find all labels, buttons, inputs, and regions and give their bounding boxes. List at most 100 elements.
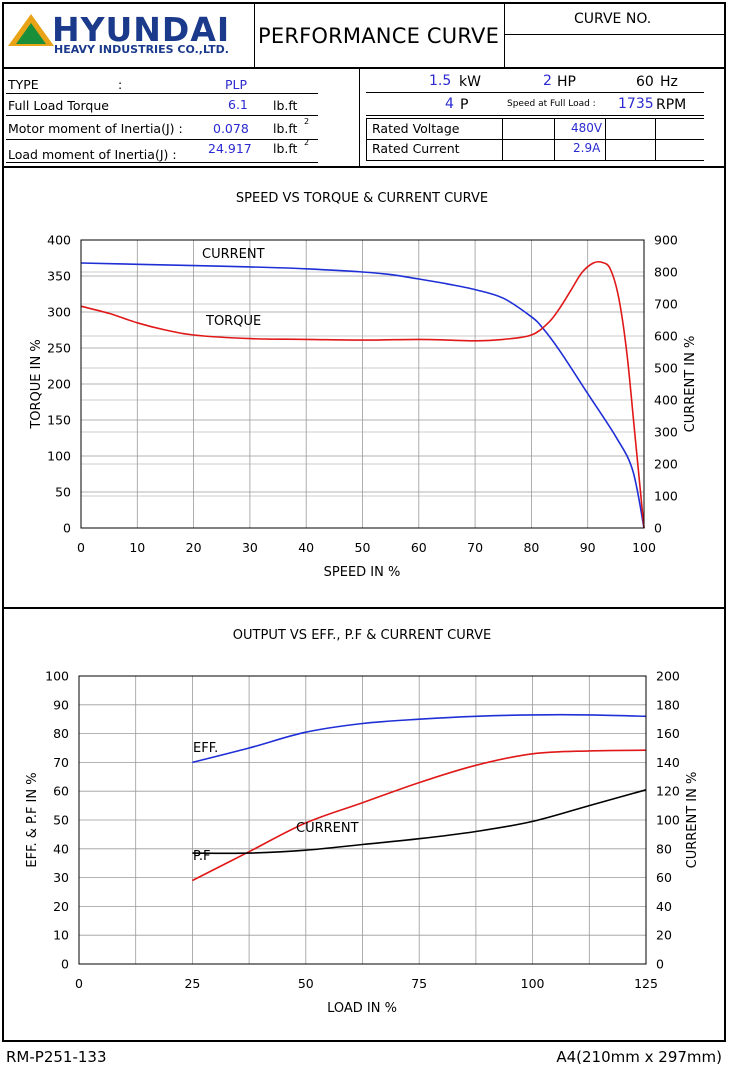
y2-tick-label: 100 xyxy=(656,813,680,828)
rating-rule xyxy=(366,118,704,119)
section-divider xyxy=(4,607,724,609)
full-load-torque-unit: lb.ft xyxy=(273,98,298,113)
y2-tick-label: 120 xyxy=(656,784,680,799)
y2-tick-label: 60 xyxy=(656,870,672,885)
y2-tick-label: 140 xyxy=(656,755,680,770)
plot-area-border xyxy=(80,239,645,529)
full-load-torque-value: 6.1 xyxy=(228,97,248,112)
hp-value: 2 xyxy=(543,73,552,89)
y-axis-label: TORQUE IN % xyxy=(29,339,44,429)
y2-tick-label: 180 xyxy=(656,697,680,712)
motor-inertia-unit: lb.ft xyxy=(273,121,298,136)
spec-divider xyxy=(359,68,360,167)
y2-tick-label: 900 xyxy=(654,233,678,248)
brand-name: HYUNDAI xyxy=(52,10,231,49)
y2-tick-label: 0 xyxy=(656,957,664,972)
type-label: TYPE xyxy=(8,77,39,92)
spec-rule xyxy=(6,115,318,116)
tick-labels: 0 10 20 30 40 50 60 70 80 90 100 0 50 100 150 200 250 300… xyxy=(47,233,678,556)
output-eff-pf-current-chart: OUTPUT VS EFF., P.F & CURRENT CURVE 0 25 5… xyxy=(25,628,700,1016)
x-tick-label: 25 xyxy=(184,976,200,991)
y-tick-label: 70 xyxy=(53,755,69,770)
x-tick-label: 100 xyxy=(521,976,545,991)
y-tick-label: 10 xyxy=(53,928,69,943)
x-tick-label: 50 xyxy=(355,540,371,555)
y-tick-label: 100 xyxy=(47,449,71,464)
x-axis-label: LOAD IN % xyxy=(327,1001,397,1016)
x-tick-label: 75 xyxy=(411,976,427,991)
series-line-eff xyxy=(192,713,647,764)
y-tick-label: 400 xyxy=(47,233,71,248)
speed-value: 1735 xyxy=(618,96,654,112)
hz-value: 60 xyxy=(636,74,654,90)
plot-area-border xyxy=(78,675,647,965)
curve-no-label: CURVE NO. xyxy=(574,11,652,27)
spec-rule xyxy=(6,139,318,140)
poles-unit: P xyxy=(460,97,469,113)
y2-axis-label: CURRENT IN % xyxy=(683,336,698,433)
y-tick-label: 50 xyxy=(55,485,71,500)
poles-value: 4 xyxy=(445,96,454,112)
y2-tick-label: 100 xyxy=(654,489,678,504)
series-line-current xyxy=(80,262,645,529)
x-axis-label: SPEED IN % xyxy=(324,565,401,580)
speed-label: Speed at Full Load : xyxy=(507,99,596,109)
x-tick-label: 60 xyxy=(411,540,427,555)
speed-torque-current-chart: SPEED VS TORQUE & CURRENT CURVE 0 10 20 30 4… xyxy=(29,191,698,580)
annotation-eff: EFF. xyxy=(193,741,218,756)
y-tick-label: 20 xyxy=(53,899,69,914)
y-tick-label: 80 xyxy=(53,726,69,741)
y-tick-label: 100 xyxy=(45,669,69,684)
series-line-pf xyxy=(192,789,647,855)
y-tick-label: 150 xyxy=(47,413,71,428)
y-tick-label: 90 xyxy=(53,697,69,712)
y2-tick-label: 300 xyxy=(654,425,678,440)
chart-series xyxy=(192,713,647,882)
rated-current-label: Rated Current xyxy=(372,141,460,156)
y-tick-label: 0 xyxy=(63,521,71,536)
tick-labels: 0 25 50 75 100 125 0 10 20 30 40 50 60 70 80 90 100 0 20 40… xyxy=(45,669,680,992)
paper-size: A4(210mm x 297mm) xyxy=(556,1048,722,1066)
x-tick-label: 90 xyxy=(580,540,596,555)
y-axis-label: EFF. & P.F IN % xyxy=(25,772,40,867)
y2-tick-label: 800 xyxy=(654,265,678,280)
y2-axis-label: CURRENT IN % xyxy=(685,772,700,869)
hp-unit: HP xyxy=(557,74,576,90)
y2-tick-label: 700 xyxy=(654,297,678,312)
annotation-current: CURRENT xyxy=(296,821,359,836)
y2-tick-label: 20 xyxy=(656,928,672,943)
x-tick-label: 20 xyxy=(186,540,202,555)
x-tick-label: 100 xyxy=(632,540,656,555)
y-tick-label: 50 xyxy=(53,813,69,828)
hz-unit: Hz xyxy=(660,74,678,90)
y2-tick-label: 400 xyxy=(654,393,678,408)
type-colon: : xyxy=(118,77,123,92)
speed-unit: RPM xyxy=(656,97,687,113)
kw-value: 1.5 xyxy=(429,73,452,89)
x-tick-label: 10 xyxy=(129,540,145,555)
datasheet-frame xyxy=(2,2,726,1042)
chart-title: SPEED VS TORQUE & CURRENT CURVE xyxy=(236,191,488,206)
motor-inertia-label: Motor moment of Inertia(J) : xyxy=(8,121,183,136)
y2-tick-label: 600 xyxy=(654,329,678,344)
y-tick-label: 350 xyxy=(47,269,71,284)
spec-bottom-rule xyxy=(4,166,724,168)
load-inertia-label: Load moment of Inertia(J) : xyxy=(8,147,177,162)
kw-unit: kW xyxy=(459,74,481,90)
rating-rule xyxy=(366,92,704,93)
y2-tick-label: 200 xyxy=(654,457,678,472)
rated-voltage-value: 480V xyxy=(571,121,603,135)
spec-rule xyxy=(6,93,318,94)
series-line-current xyxy=(192,749,647,882)
x-tick-label: 125 xyxy=(634,976,658,991)
y-tick-label: 40 xyxy=(53,841,69,856)
x-tick-label: 80 xyxy=(523,540,539,555)
spec-rule xyxy=(6,162,318,163)
y2-tick-label: 500 xyxy=(654,361,678,376)
rated-current-value: 2.9A xyxy=(573,141,601,155)
load-inertia-superscript: 2 xyxy=(304,138,310,147)
y-tick-label: 300 xyxy=(47,305,71,320)
curve-no-divider xyxy=(504,34,724,35)
x-tick-label: 40 xyxy=(298,540,314,555)
x-tick-label: 0 xyxy=(77,540,85,555)
